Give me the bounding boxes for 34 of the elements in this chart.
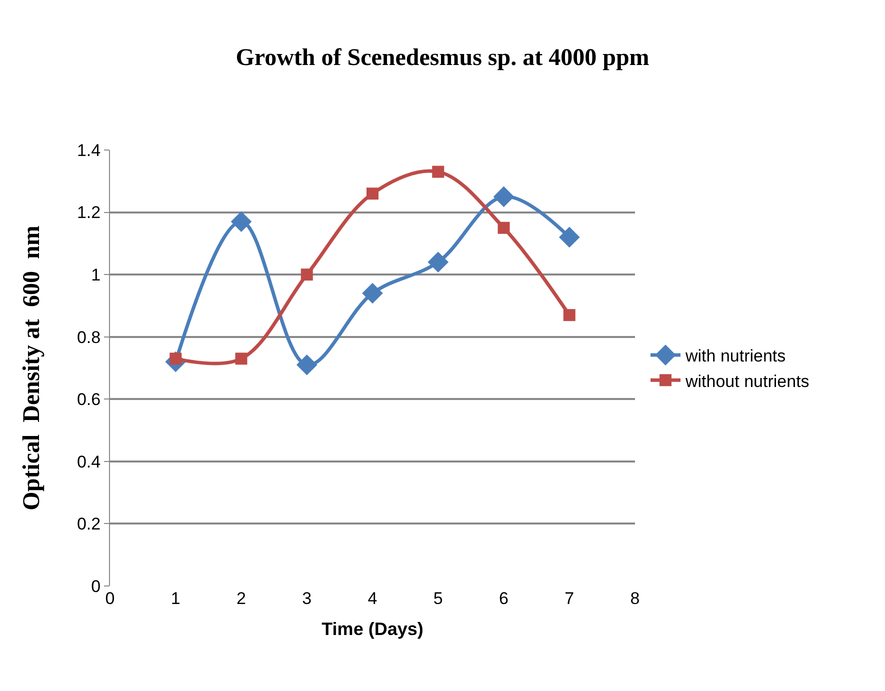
- x-tick-label: 3: [302, 589, 312, 608]
- x-tick-label: 1: [170, 589, 180, 608]
- legend-label: with nutrients: [684, 346, 786, 366]
- y-tick-label: 1.4: [76, 140, 101, 160]
- x-tick-label: 2: [236, 589, 246, 608]
- point: [235, 352, 248, 365]
- point: [366, 188, 378, 200]
- y-tick-label: 0.6: [76, 390, 101, 410]
- point: [558, 226, 580, 248]
- point: [432, 166, 444, 178]
- x-tick-label: 4: [368, 589, 378, 608]
- x-tick-label: 5: [433, 589, 443, 608]
- point: [362, 282, 383, 304]
- point: [563, 309, 576, 322]
- point: [493, 186, 514, 208]
- y-tick-label: 1: [91, 266, 101, 285]
- x-axis-title: Time (Days): [322, 619, 424, 640]
- chart-title: Growth of Scenedesmus sp. at 4000 ppm: [236, 45, 650, 72]
- point: [230, 211, 252, 232]
- y-tick-label: 0.8: [76, 328, 101, 347]
- y-tick-label: 0.2: [76, 514, 101, 534]
- y-tick-label: 0: [91, 576, 101, 596]
- legend-label: without nutrients: [684, 372, 810, 391]
- point: [296, 354, 318, 376]
- x-tick-label: 6: [499, 589, 508, 608]
- point: [498, 222, 510, 234]
- x-tick-label: 0: [105, 589, 115, 608]
- point: [300, 268, 313, 281]
- x-tick-label: 7: [564, 589, 574, 608]
- point: [428, 252, 449, 273]
- y-axis-title: Optical Density at 600 nm: [19, 226, 46, 510]
- y-tick-label: 0.4: [76, 452, 101, 472]
- x-tick-label: 8: [630, 589, 640, 608]
- y-tick-label: 1.2: [76, 203, 101, 222]
